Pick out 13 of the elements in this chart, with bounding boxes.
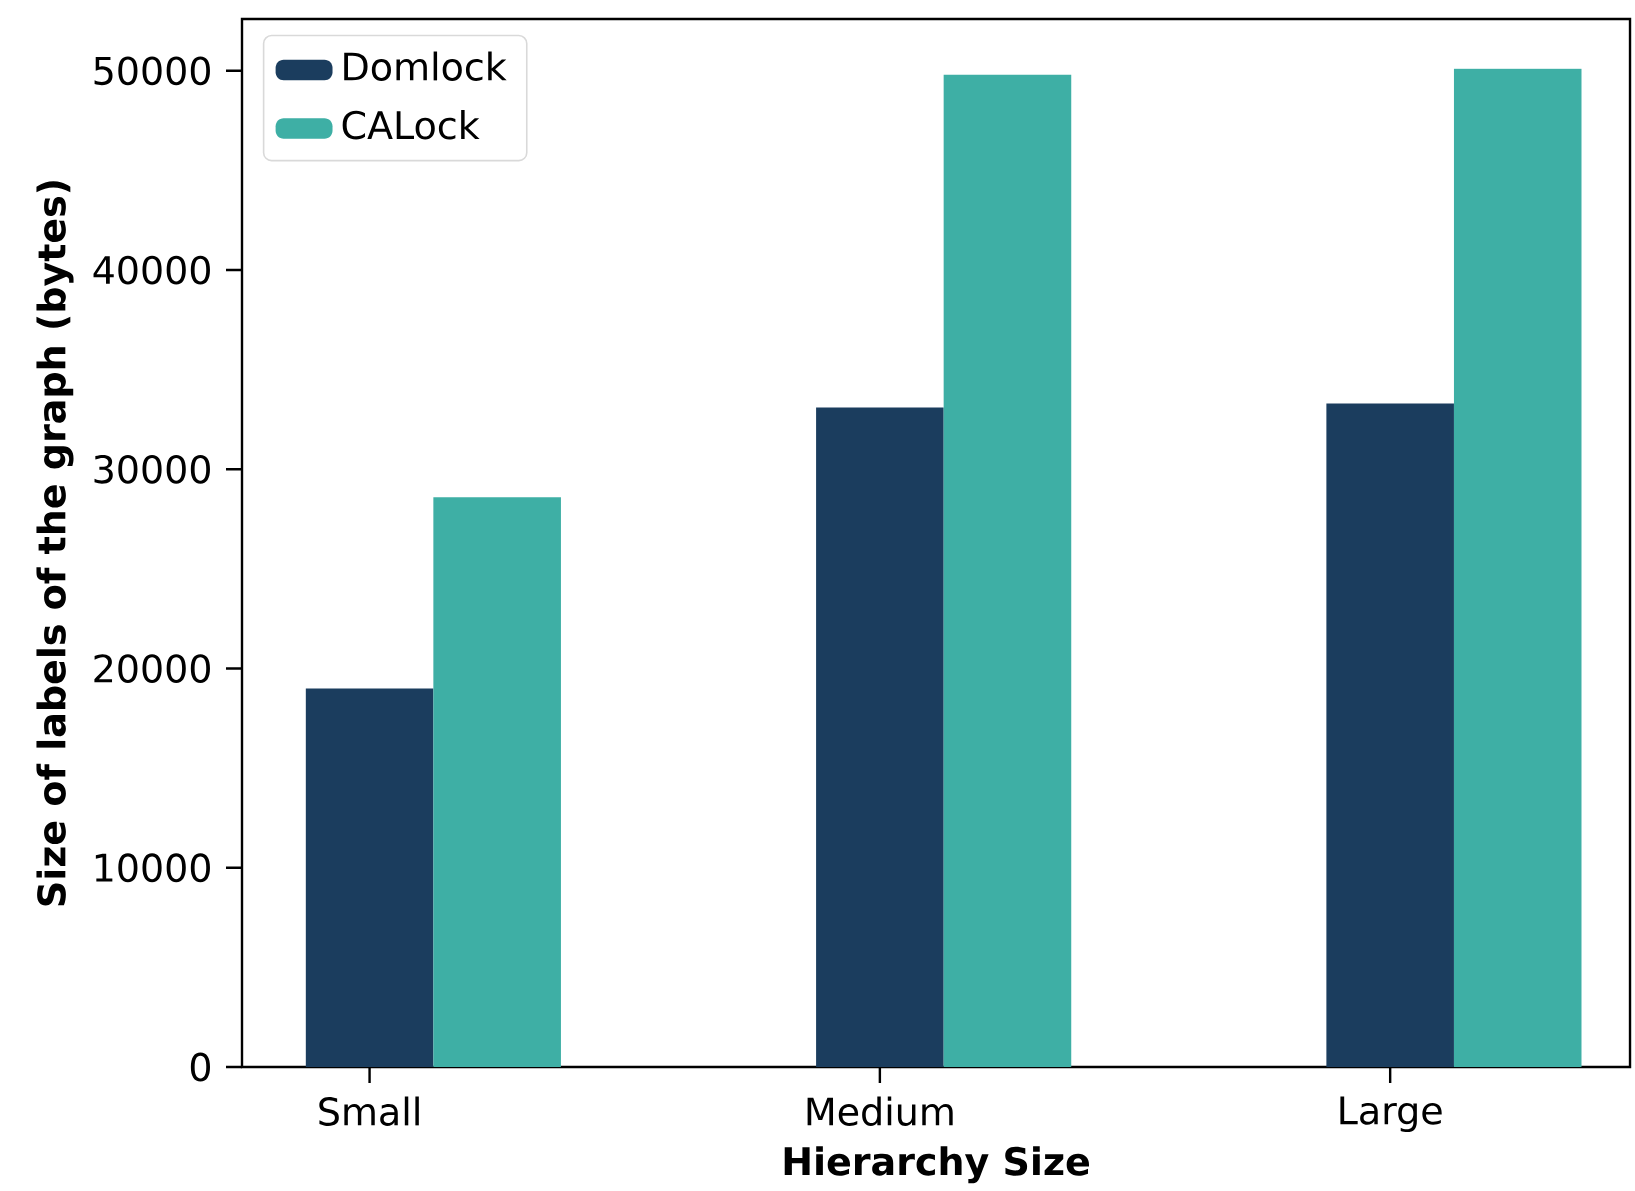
x-tick-label: Medium (807, 1096, 953, 1126)
x-axis-title: Hierarchy Size (784, 1146, 1089, 1184)
y-axis-title: Size of labels of the graph (bytes) (36, 181, 74, 906)
y-tick-label: 40000 (93, 255, 210, 285)
legend-label: Domlock (344, 51, 507, 81)
legend-label: CALock (342, 110, 480, 140)
y-tick-label: 0 (190, 1052, 210, 1082)
y-tick-label: 10000 (95, 853, 210, 883)
y-tick-label: 30000 (94, 454, 210, 484)
y-tick-label: 20000 (94, 654, 210, 683)
y-tick-label: 50000 (94, 56, 210, 86)
x-tick-label: Small (319, 1096, 419, 1126)
x-tick-label: Large (1340, 1096, 1442, 1133)
